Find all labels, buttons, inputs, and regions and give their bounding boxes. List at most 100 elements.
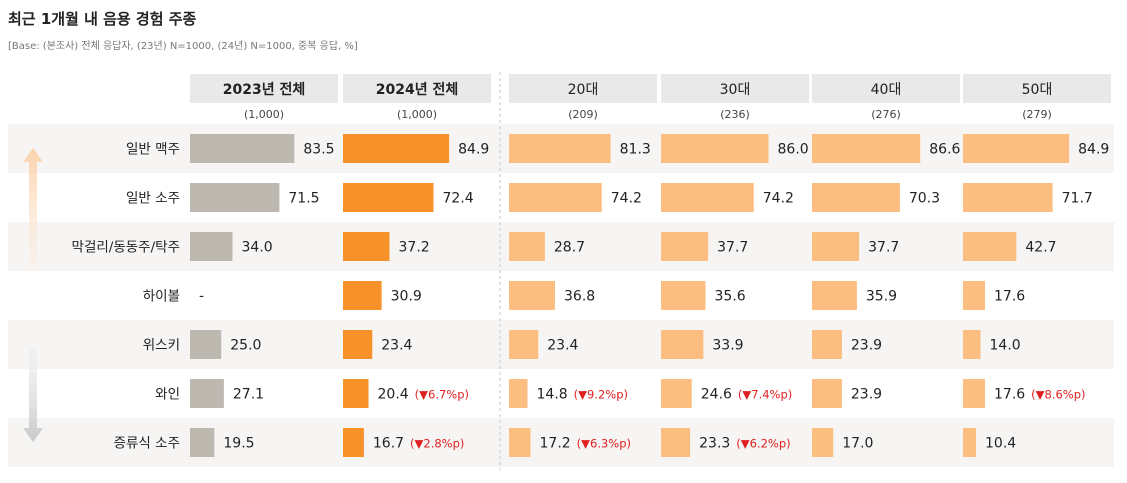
bar: [812, 134, 921, 163]
value-label: 37.7: [717, 240, 748, 256]
value-label: 84.9: [1078, 142, 1109, 158]
value-label: 27.1: [233, 387, 264, 403]
value-label: 84.9: [458, 142, 489, 158]
bar: [343, 281, 382, 310]
change-note: (▼2.8%p): [410, 437, 464, 451]
bar: [190, 232, 233, 261]
value-label: 17.6: [994, 387, 1025, 403]
value-label: 86.0: [778, 142, 809, 158]
value-label: 36.8: [564, 289, 595, 305]
bar: [509, 330, 539, 359]
value-label: 14.0: [990, 338, 1021, 354]
bar: [509, 232, 545, 261]
bar: [963, 330, 981, 359]
column-header: 50대: [1022, 82, 1053, 98]
column-header: 20대: [568, 82, 599, 98]
column-header-bg: [343, 74, 491, 103]
change-note: (▼6.3%p): [577, 437, 631, 451]
chart-title: 최근 1개월 내 음용 경험 주종: [8, 10, 197, 28]
bar: [661, 330, 704, 359]
value-label: 17.2: [540, 436, 571, 452]
bar: [190, 330, 222, 359]
column-header: 40대: [871, 82, 902, 98]
bar: [661, 281, 706, 310]
down-arrow-icon: [23, 348, 43, 442]
column-header-bg: [963, 74, 1111, 103]
change-note: (▼6.7%p): [415, 388, 469, 402]
bar: [812, 379, 842, 408]
value-label: -: [199, 289, 204, 305]
value-label: 23.4: [547, 338, 578, 354]
value-label: 74.2: [611, 191, 642, 207]
category-label: 막걸리/동동주/탁주: [72, 240, 180, 256]
value-label: 33.9: [712, 338, 743, 354]
change-note: (▼6.2%p): [736, 437, 790, 451]
column-header: 2024년 전체: [376, 81, 458, 98]
bar: [343, 232, 390, 261]
value-label: 30.9: [391, 289, 422, 305]
bar: [661, 134, 769, 163]
value-label: 71.5: [288, 191, 319, 207]
bar: [812, 428, 834, 457]
column-n: (276): [871, 108, 901, 121]
bar: [509, 379, 528, 408]
column-n: (209): [568, 108, 598, 121]
category-label: 일반 맥주: [126, 142, 180, 158]
bar: [812, 281, 857, 310]
value-label: 10.4: [985, 436, 1016, 452]
category-label: 증류식 소주: [114, 436, 180, 452]
column-header-bg: [812, 74, 960, 103]
value-label: 17.6: [994, 289, 1025, 305]
value-label: 35.6: [715, 289, 746, 305]
value-label: 72.4: [443, 191, 474, 207]
bar: [343, 428, 364, 457]
value-label: 16.7: [373, 436, 404, 452]
chart-subtitle: [Base: (본조사) 전체 응답자, (23년) N=1000, (24년)…: [8, 41, 358, 52]
value-label: 83.5: [303, 142, 334, 158]
value-label: 23.9: [851, 338, 882, 354]
bar: [812, 330, 842, 359]
value-label: 25.0: [230, 338, 261, 354]
column-header-bg: [190, 74, 338, 103]
bar: [190, 428, 215, 457]
column-header-bg: [661, 74, 809, 103]
value-label: 86.6: [929, 142, 960, 158]
category-label: 와인: [155, 387, 180, 403]
value-label: 14.8: [537, 387, 568, 403]
column-header: 2023년 전체: [223, 81, 305, 98]
bar: [963, 134, 1070, 163]
bar: [343, 379, 369, 408]
value-label: 23.4: [381, 338, 412, 354]
bar: [963, 281, 985, 310]
value-label: 28.7: [554, 240, 585, 256]
value-label: 42.7: [1025, 240, 1056, 256]
bar: [509, 134, 611, 163]
value-label: 34.0: [242, 240, 273, 256]
column-n: (236): [720, 108, 750, 121]
value-label: 81.3: [620, 142, 651, 158]
value-label: 24.6: [701, 387, 732, 403]
bar: [963, 232, 1017, 261]
bar: [509, 428, 531, 457]
column-n: (279): [1022, 108, 1052, 121]
bar: [812, 183, 900, 212]
category-label: 위스키: [143, 338, 180, 354]
bar: [190, 134, 295, 163]
bar: [343, 183, 434, 212]
value-label: 19.5: [223, 436, 254, 452]
bar: [661, 183, 754, 212]
bar: [343, 134, 450, 163]
bar: [190, 183, 280, 212]
bar: [190, 379, 224, 408]
bar: [812, 232, 860, 261]
value-label: 20.4: [378, 387, 409, 403]
category-label: 하이볼: [143, 289, 180, 305]
bar: [509, 281, 555, 310]
category-label: 일반 소주: [126, 191, 180, 207]
up-arrow-icon: [23, 148, 43, 266]
bar: [509, 183, 602, 212]
bar: [661, 232, 709, 261]
value-label: 71.7: [1062, 191, 1093, 207]
value-label: 70.3: [909, 191, 940, 207]
